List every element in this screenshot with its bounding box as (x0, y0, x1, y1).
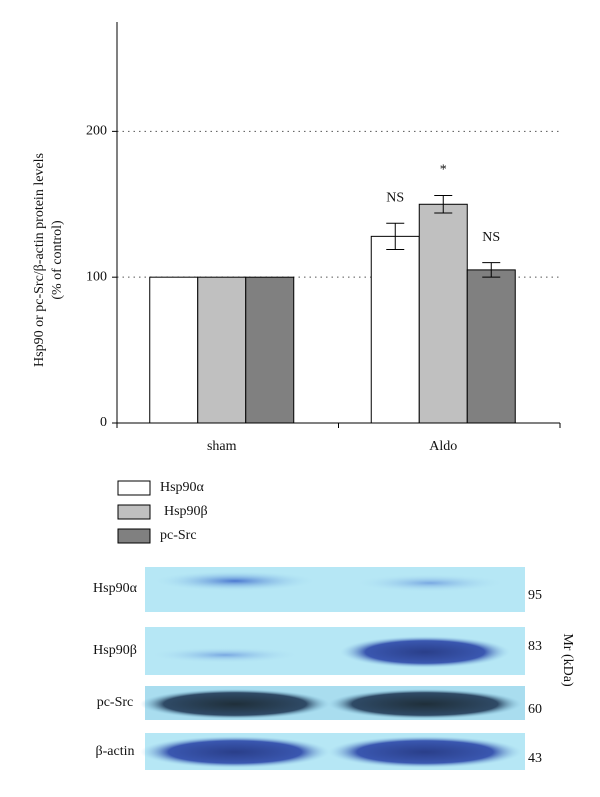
legend-swatch (117, 480, 151, 496)
y-tick-label: 200 (86, 124, 107, 139)
y-axis-label: (% of control) (50, 220, 65, 300)
legend-swatch (117, 528, 151, 544)
annotation: NS (482, 230, 500, 245)
legend-label: Hsp90α (160, 480, 205, 495)
molecular-weight: 60 (528, 702, 542, 717)
molecular-weight: 95 (528, 588, 542, 603)
blot-row-label: Hsp90α (93, 581, 138, 596)
annotation: * (440, 163, 447, 178)
y-tick-label: 0 (100, 415, 107, 430)
blot-row-label: Hsp90β (93, 643, 137, 658)
x-tick-label: sham (207, 439, 237, 454)
molecular-weight: 43 (528, 751, 542, 766)
legend-label: pc-Src (160, 528, 197, 543)
x-tick-label: Aldo (429, 439, 457, 454)
y-tick-label: 100 (86, 269, 107, 284)
molecular-weight: 83 (528, 639, 542, 654)
annotation: NS (386, 190, 404, 205)
blot-panels (140, 567, 525, 770)
legend-label: Hsp90β (164, 504, 208, 519)
bar (149, 276, 199, 424)
bar (370, 235, 420, 424)
bar (466, 269, 516, 424)
bar (245, 276, 295, 424)
legend-swatch (117, 504, 151, 520)
bar (197, 276, 247, 424)
y-axis-label: Hsp90 or pc-Src/β-actin protein levels (32, 153, 47, 367)
blot-row-label: pc-Src (97, 695, 134, 710)
blot-row-label: β-actin (96, 744, 135, 759)
bar (418, 203, 468, 424)
mw-axis-label: Mr (kDa) (560, 633, 575, 687)
